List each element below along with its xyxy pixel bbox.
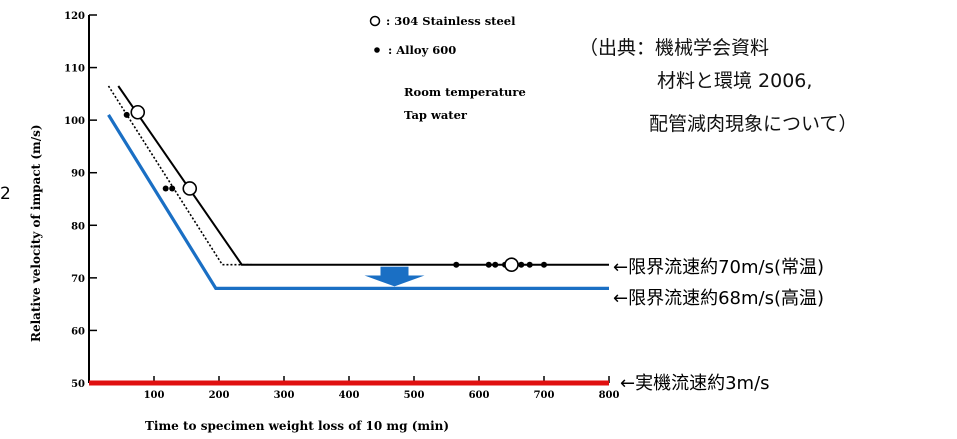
y-tick-label: 50 [71,379,85,390]
legend-label-alloy600: : Alloy 600 [388,43,456,57]
y-tick-label: 120 [64,11,85,22]
point-alloy600 [541,261,547,268]
arrow-shaft [380,266,409,276]
annotation-room-temp: ←限界流速約70m/s(常温) [613,257,824,278]
point-304-stainless [130,104,146,120]
annotation-actual-velocity: ←実機流速約3m/s [620,373,770,394]
y-tick-label: 80 [71,221,85,232]
legend-filled-dot-icon [374,47,380,53]
axes: 50 60 70 80 90 100 110 120 100 200 300 400 500 600 700… [64,11,619,401]
y-tick-label: 70 [71,274,85,285]
point-alloy600 [526,261,533,268]
source-note-line-3: 配管減肉現象について） [649,113,857,135]
x-tick-label: 400 [339,390,360,401]
edge-digit: 2 [0,184,11,204]
point-alloy600 [123,111,130,118]
point-alloy600 [518,261,525,268]
source-note: （出典：機械学会資料 材料と環境 2006, 配管減肉現象について） [579,37,857,135]
y-tick-label: 60 [71,326,85,337]
source-note-line-2: 材料と環境 2006, [657,70,812,92]
series-line [117,85,609,266]
annotations: ←限界流速約70m/s(常温) ←限界流速約68m/s(高温) ←実機流速約3m… [613,257,824,394]
x-tick-label: 600 [469,390,490,401]
series-line [107,114,609,290]
point-alloy600 [453,261,460,268]
annotation-high-temp: ←限界流速約68m/s(高温) [613,288,824,309]
down-arrow-icon [364,266,425,287]
point-304-stainless [182,181,198,196]
x-tick-label: 800 [599,390,620,401]
legend-label-304: : 304 Stainless steel [386,14,516,28]
series-layer [89,85,609,386]
x-tick-label: 200 [209,390,230,401]
y-axis-label: Relative velocity of impact (m/s) [29,124,43,342]
condition-room-temperature: Room temperature [404,85,526,99]
y-tick-label: 110 [64,64,85,75]
x-tick-label: 100 [144,390,165,401]
point-alloy600 [169,185,176,192]
points-layer [123,104,547,273]
legend: : 304 Stainless steel : Alloy 600 Room t… [369,14,526,122]
legend-open-circle-icon [369,15,381,27]
condition-tap-water: Tap water [404,108,468,122]
y-tick-label: 90 [71,169,85,180]
x-tick-label: 700 [534,390,555,401]
source-note-line-1: （出典：機械学会資料 [579,37,769,59]
x-tick-label: 300 [274,390,295,401]
arrow-head [364,275,425,287]
point-alloy600 [492,261,499,268]
x-axis-label: Time to specimen weight loss of 10 mg (m… [145,419,449,433]
x-tick-label: 500 [404,390,425,401]
point-304-stainless [504,257,519,273]
y-tick-label: 100 [64,116,85,127]
point-alloy600 [162,185,169,192]
point-alloy600 [485,261,492,268]
